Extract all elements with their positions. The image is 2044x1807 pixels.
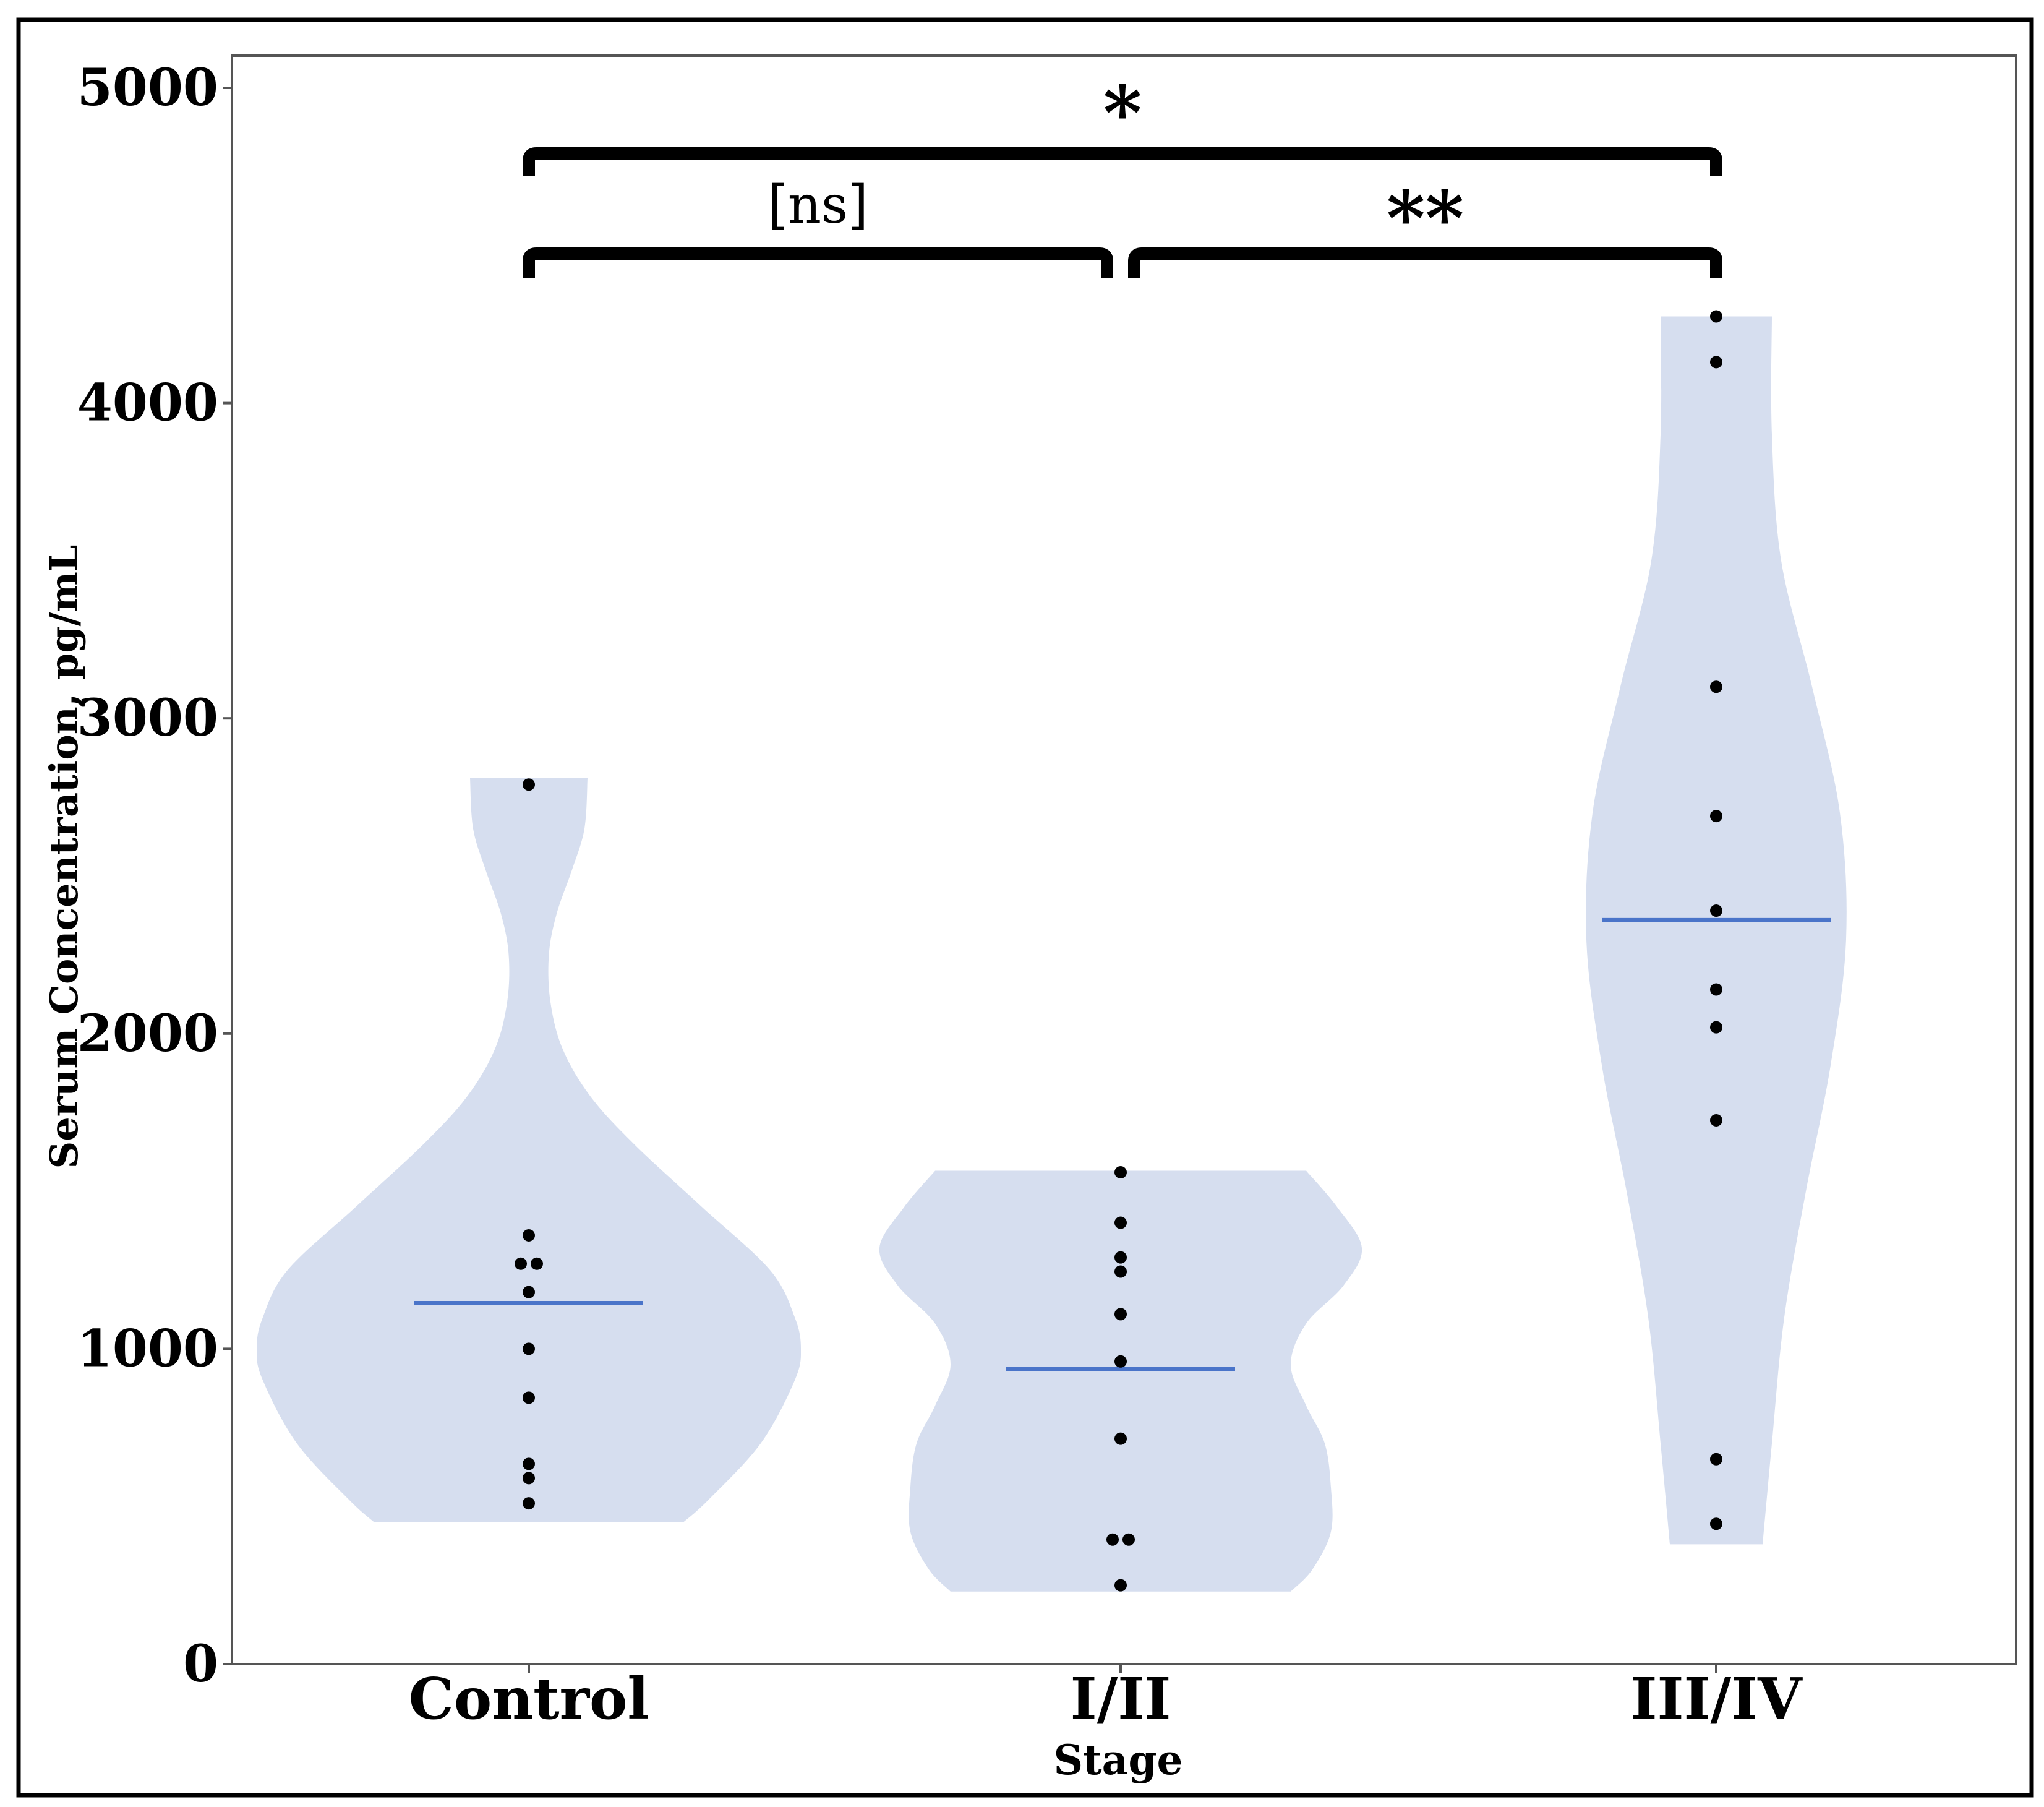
data-point-2-4 — [1710, 904, 1722, 917]
data-point-0-4 — [523, 1286, 535, 1298]
bracket-2 — [1128, 247, 1722, 278]
y-axis-title: Serum Concentration, pg/mL — [41, 544, 87, 1169]
data-point-2-2 — [1710, 680, 1722, 693]
significance-brackets: * [ns] ** — [523, 70, 1722, 278]
data-point-0-9 — [523, 1497, 535, 1510]
y-tick-label-0: 0 — [183, 1634, 218, 1694]
y-tick-label-5: 5000 — [77, 58, 218, 118]
data-point-1-6 — [1114, 1432, 1127, 1445]
x-axis-title: Stage — [1053, 1736, 1182, 1784]
medians-layer — [414, 917, 1831, 1372]
data-point-0-7 — [523, 1457, 535, 1470]
y-tick-label-4: 4000 — [77, 374, 218, 433]
bracket-0 — [523, 147, 1722, 176]
data-point-2-6 — [1710, 1021, 1722, 1034]
violins-layer — [256, 316, 1847, 1592]
data-point-0-5 — [523, 1342, 535, 1355]
data-point-2-1 — [1710, 356, 1722, 369]
plot-area-border — [231, 54, 2017, 1665]
bracket-label-2: ** — [1387, 175, 1465, 262]
data-point-1-8 — [1122, 1533, 1135, 1546]
y-tick-label-3: 3000 — [77, 689, 218, 748]
data-point-2-3 — [1710, 810, 1722, 823]
violin-2 — [1586, 316, 1847, 1545]
data-point-2-8 — [1710, 1453, 1722, 1466]
y-tick-label-2: 2000 — [77, 1004, 218, 1063]
violin-1 — [879, 1170, 1362, 1592]
data-point-2-5 — [1710, 983, 1722, 996]
data-point-1-5 — [1114, 1355, 1127, 1368]
violin-0 — [256, 778, 802, 1522]
x-tick-label-2: III/IV — [1630, 1665, 1803, 1732]
data-point-2-0 — [1710, 310, 1722, 323]
y-tick-label-1: 1000 — [77, 1319, 218, 1378]
data-point-0-8 — [523, 1472, 535, 1485]
data-point-0-2 — [515, 1257, 527, 1270]
data-point-0-3 — [531, 1257, 543, 1270]
points-layer — [515, 310, 1722, 1592]
data-point-1-4 — [1114, 1308, 1127, 1321]
y-axis: 0 1000 2000 3000 4000 5000 — [77, 58, 232, 1694]
data-point-2-7 — [1710, 1114, 1722, 1127]
x-tick-label-1: I/II — [1071, 1665, 1171, 1732]
data-point-1-1 — [1114, 1216, 1127, 1229]
data-point-0-6 — [523, 1391, 535, 1404]
data-point-1-2 — [1114, 1251, 1127, 1264]
data-point-0-1 — [523, 1229, 535, 1242]
x-tick-label-0: Control — [409, 1665, 649, 1732]
bracket-label-0: * — [1103, 70, 1142, 157]
data-point-2-9 — [1710, 1517, 1722, 1530]
data-point-1-3 — [1114, 1265, 1127, 1278]
data-point-1-9 — [1114, 1579, 1127, 1592]
data-point-1-7 — [1106, 1533, 1119, 1546]
x-axis: Control I/II III/IV — [409, 1664, 1803, 1732]
bracket-1 — [523, 247, 1113, 278]
bracket-label-1: [ns] — [768, 174, 868, 235]
data-point-1-0 — [1114, 1166, 1127, 1179]
data-point-0-0 — [523, 778, 535, 791]
